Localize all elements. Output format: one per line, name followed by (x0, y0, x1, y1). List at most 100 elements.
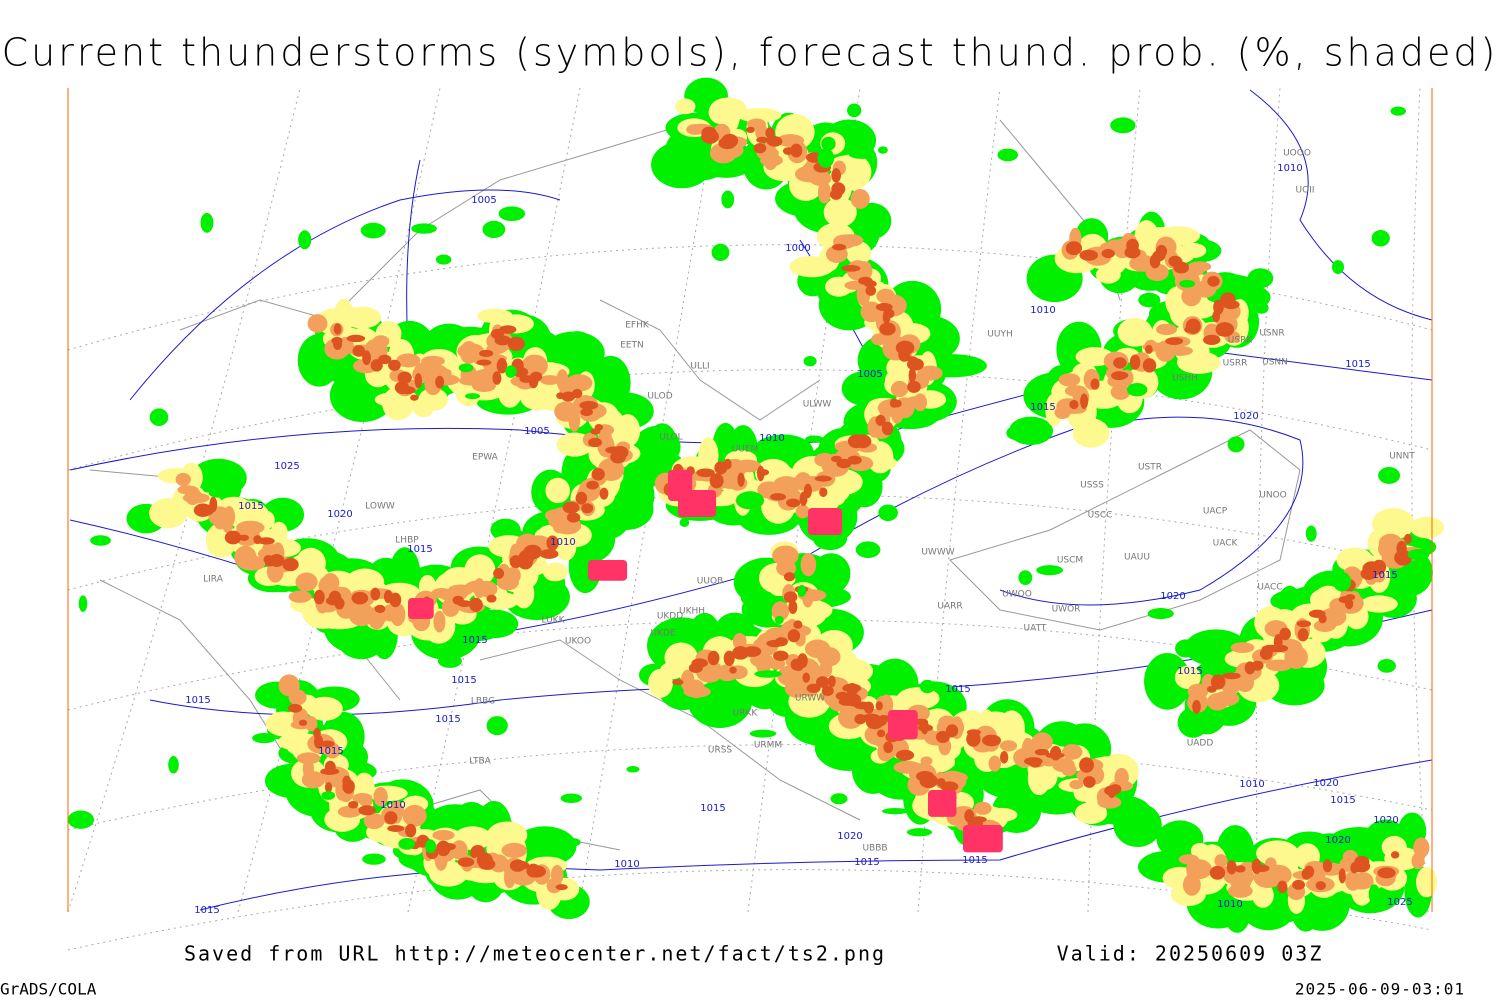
station-label: ULOL (659, 433, 682, 443)
probability-shade (1184, 325, 1199, 334)
probability-shade (1097, 796, 1122, 809)
probability-shade (1144, 344, 1153, 354)
probability-shade (828, 675, 836, 688)
probability-shade (513, 578, 535, 609)
probability-shade (1207, 275, 1220, 287)
probability-shade (581, 503, 594, 514)
probability-shade (599, 487, 609, 500)
probability-shade (830, 793, 848, 805)
probability-shade (482, 220, 506, 239)
probability-shade (815, 676, 830, 688)
probability-shade (1116, 371, 1129, 379)
probability-shade (411, 223, 437, 234)
probability-shade (1407, 548, 1430, 561)
probability-shade (358, 805, 376, 816)
probability-shade (1095, 265, 1121, 284)
probability-shade (586, 480, 599, 490)
probability-shade (363, 812, 385, 830)
probability-shade (435, 254, 452, 265)
probability-shade (168, 756, 179, 774)
probability-shade (1282, 640, 1303, 656)
valid-time: Valid: 20250609 03Z (1057, 942, 1324, 966)
probability-shade (817, 647, 841, 667)
probability-shade (359, 796, 373, 807)
isobar-label: 1015 (194, 905, 219, 916)
graticule (67, 369, 1433, 471)
probability-shade (1344, 598, 1354, 610)
probability-shade (818, 661, 833, 678)
probability-shade (814, 475, 832, 482)
probability-shade (591, 467, 605, 481)
probability-shade (1322, 859, 1333, 873)
probability-shade (892, 399, 902, 408)
probability-shade (470, 844, 485, 857)
probability-shade (908, 367, 917, 383)
probability-shade (539, 375, 560, 385)
probability-shade (1110, 117, 1136, 134)
probability-shade (1212, 691, 1240, 707)
probability-shade (672, 679, 684, 686)
probability-shade (492, 371, 502, 385)
station-label: USCC (1088, 511, 1113, 521)
probability-shade (1144, 653, 1191, 710)
probability-shade (1372, 559, 1387, 575)
probability-shade (175, 472, 191, 487)
probability-shade (1212, 310, 1221, 323)
probability-shade (346, 334, 366, 343)
station-label: USRR (1223, 359, 1248, 369)
title: Current thunderstorms (symbols), forecas… (2, 31, 1499, 75)
coastline (949, 429, 1301, 631)
isobar-label: 1015 (435, 714, 460, 725)
probability-shade (306, 696, 343, 721)
probability-shade (370, 587, 381, 601)
probability-shade (405, 823, 417, 838)
probability-shade (771, 601, 790, 621)
probability-shade (940, 781, 959, 792)
probability-shade (282, 557, 299, 572)
isobar-label: 1020 (1325, 835, 1350, 846)
probability-shade (579, 400, 599, 410)
probability-shade (753, 143, 767, 154)
probability-shade (1264, 864, 1292, 886)
probability-shade (769, 493, 787, 501)
probability-shade (1214, 854, 1228, 868)
probability-shade (331, 336, 343, 345)
station-label: UKOO (565, 637, 591, 647)
probability-shade (1168, 255, 1182, 267)
probability-shade (473, 578, 486, 599)
probability-shade (527, 865, 546, 878)
probability-shade (664, 642, 698, 673)
probability-shade (67, 810, 95, 829)
probability-shade (352, 345, 366, 357)
probability-shade (1174, 665, 1201, 690)
probability-shade (1145, 263, 1169, 282)
probability-shade (1372, 508, 1415, 540)
probability-shade (1065, 241, 1083, 256)
probability-shade (224, 530, 242, 545)
probability-shade (756, 468, 770, 476)
probability-shade (374, 604, 386, 613)
probability-shade (907, 380, 921, 393)
probability-shade (433, 610, 446, 633)
probability-shade (1233, 871, 1253, 888)
probability-shade (575, 491, 588, 505)
probability-shade (237, 555, 266, 571)
probability-shade (507, 336, 525, 352)
probability-shade (1079, 249, 1099, 261)
isobar-label: 1020 (1313, 778, 1338, 789)
isobar-label: 1010 (550, 537, 575, 548)
probability-shade (999, 740, 1018, 752)
probability-shade (788, 600, 798, 615)
isobar-label: 1015 (945, 684, 970, 695)
probability-shade (1126, 383, 1148, 397)
probability-shade (846, 693, 862, 707)
probability-shade (324, 782, 333, 793)
probability-shade (1222, 299, 1240, 310)
storm-symbol (928, 790, 957, 817)
probability-shade (459, 341, 479, 364)
probability-shade (707, 650, 720, 666)
probability-shade (1359, 827, 1392, 862)
isobar-label: 1020 (1160, 591, 1185, 602)
probability-shade (1062, 744, 1083, 760)
